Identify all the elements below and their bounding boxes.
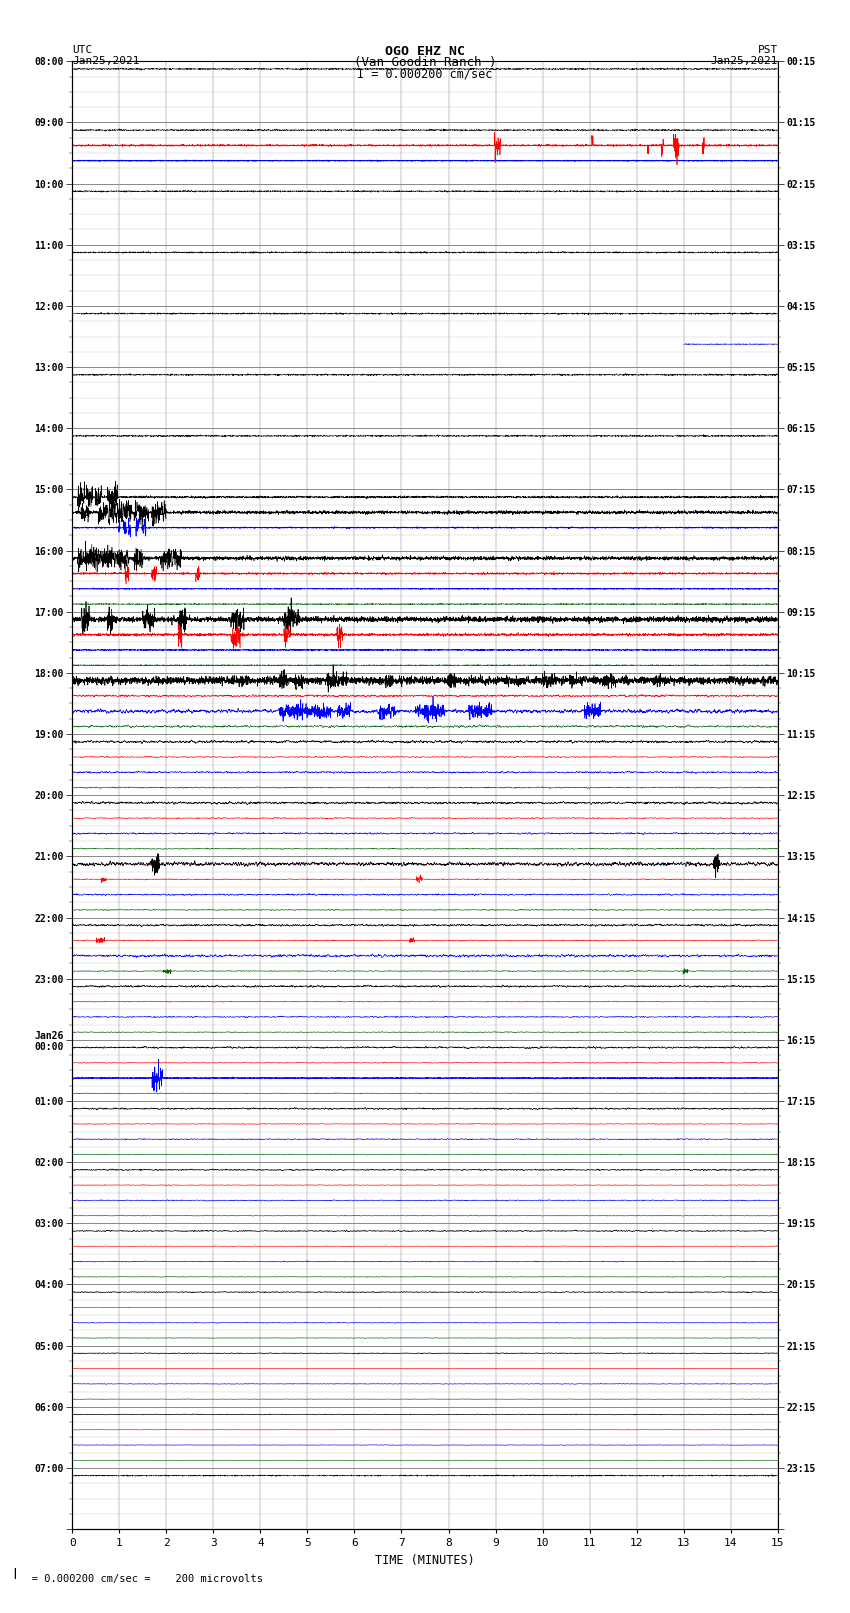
Text: PST: PST [757, 45, 778, 55]
X-axis label: TIME (MINUTES): TIME (MINUTES) [375, 1553, 475, 1566]
Text: (Van Goodin Ranch ): (Van Goodin Ranch ) [354, 56, 496, 69]
Text: |: | [11, 1568, 18, 1579]
Text: OGO EHZ NC: OGO EHZ NC [385, 45, 465, 58]
Text: Jan25,2021: Jan25,2021 [72, 56, 139, 66]
Text: = 0.000200 cm/sec =    200 microvolts: = 0.000200 cm/sec = 200 microvolts [13, 1574, 263, 1584]
Text: I = 0.000200 cm/sec: I = 0.000200 cm/sec [357, 68, 493, 81]
Text: UTC: UTC [72, 45, 93, 55]
Text: Jan25,2021: Jan25,2021 [711, 56, 778, 66]
